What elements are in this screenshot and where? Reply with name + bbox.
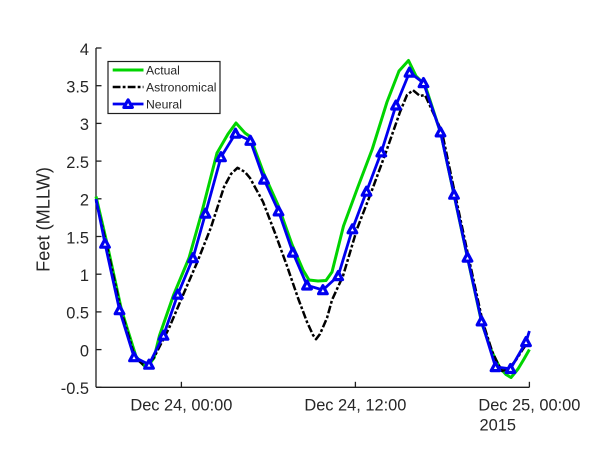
svg-text:3.5: 3.5 bbox=[66, 79, 89, 97]
svg-text:-0.5: -0.5 bbox=[61, 380, 89, 398]
svg-text:Astronomical: Astronomical bbox=[146, 80, 216, 94]
svg-text:Actual: Actual bbox=[146, 63, 180, 77]
svg-text:0.5: 0.5 bbox=[66, 305, 89, 323]
svg-text:1: 1 bbox=[80, 267, 89, 285]
svg-text:0: 0 bbox=[80, 342, 89, 360]
svg-text:1.5: 1.5 bbox=[66, 229, 89, 247]
svg-text:Dec 25, 00:00: Dec 25, 00:00 bbox=[478, 397, 580, 415]
svg-text:2: 2 bbox=[80, 192, 89, 210]
svg-text:Dec 24, 00:00: Dec 24, 00:00 bbox=[130, 397, 232, 415]
svg-text:3: 3 bbox=[80, 116, 89, 134]
svg-text:2015: 2015 bbox=[480, 416, 516, 434]
svg-text:Feet (MLLW): Feet (MLLW) bbox=[34, 167, 54, 272]
svg-text:Dec 24, 12:00: Dec 24, 12:00 bbox=[304, 397, 406, 415]
svg-text:4: 4 bbox=[80, 41, 89, 59]
svg-text:2.5: 2.5 bbox=[66, 154, 89, 172]
svg-text:Neural: Neural bbox=[146, 97, 182, 111]
